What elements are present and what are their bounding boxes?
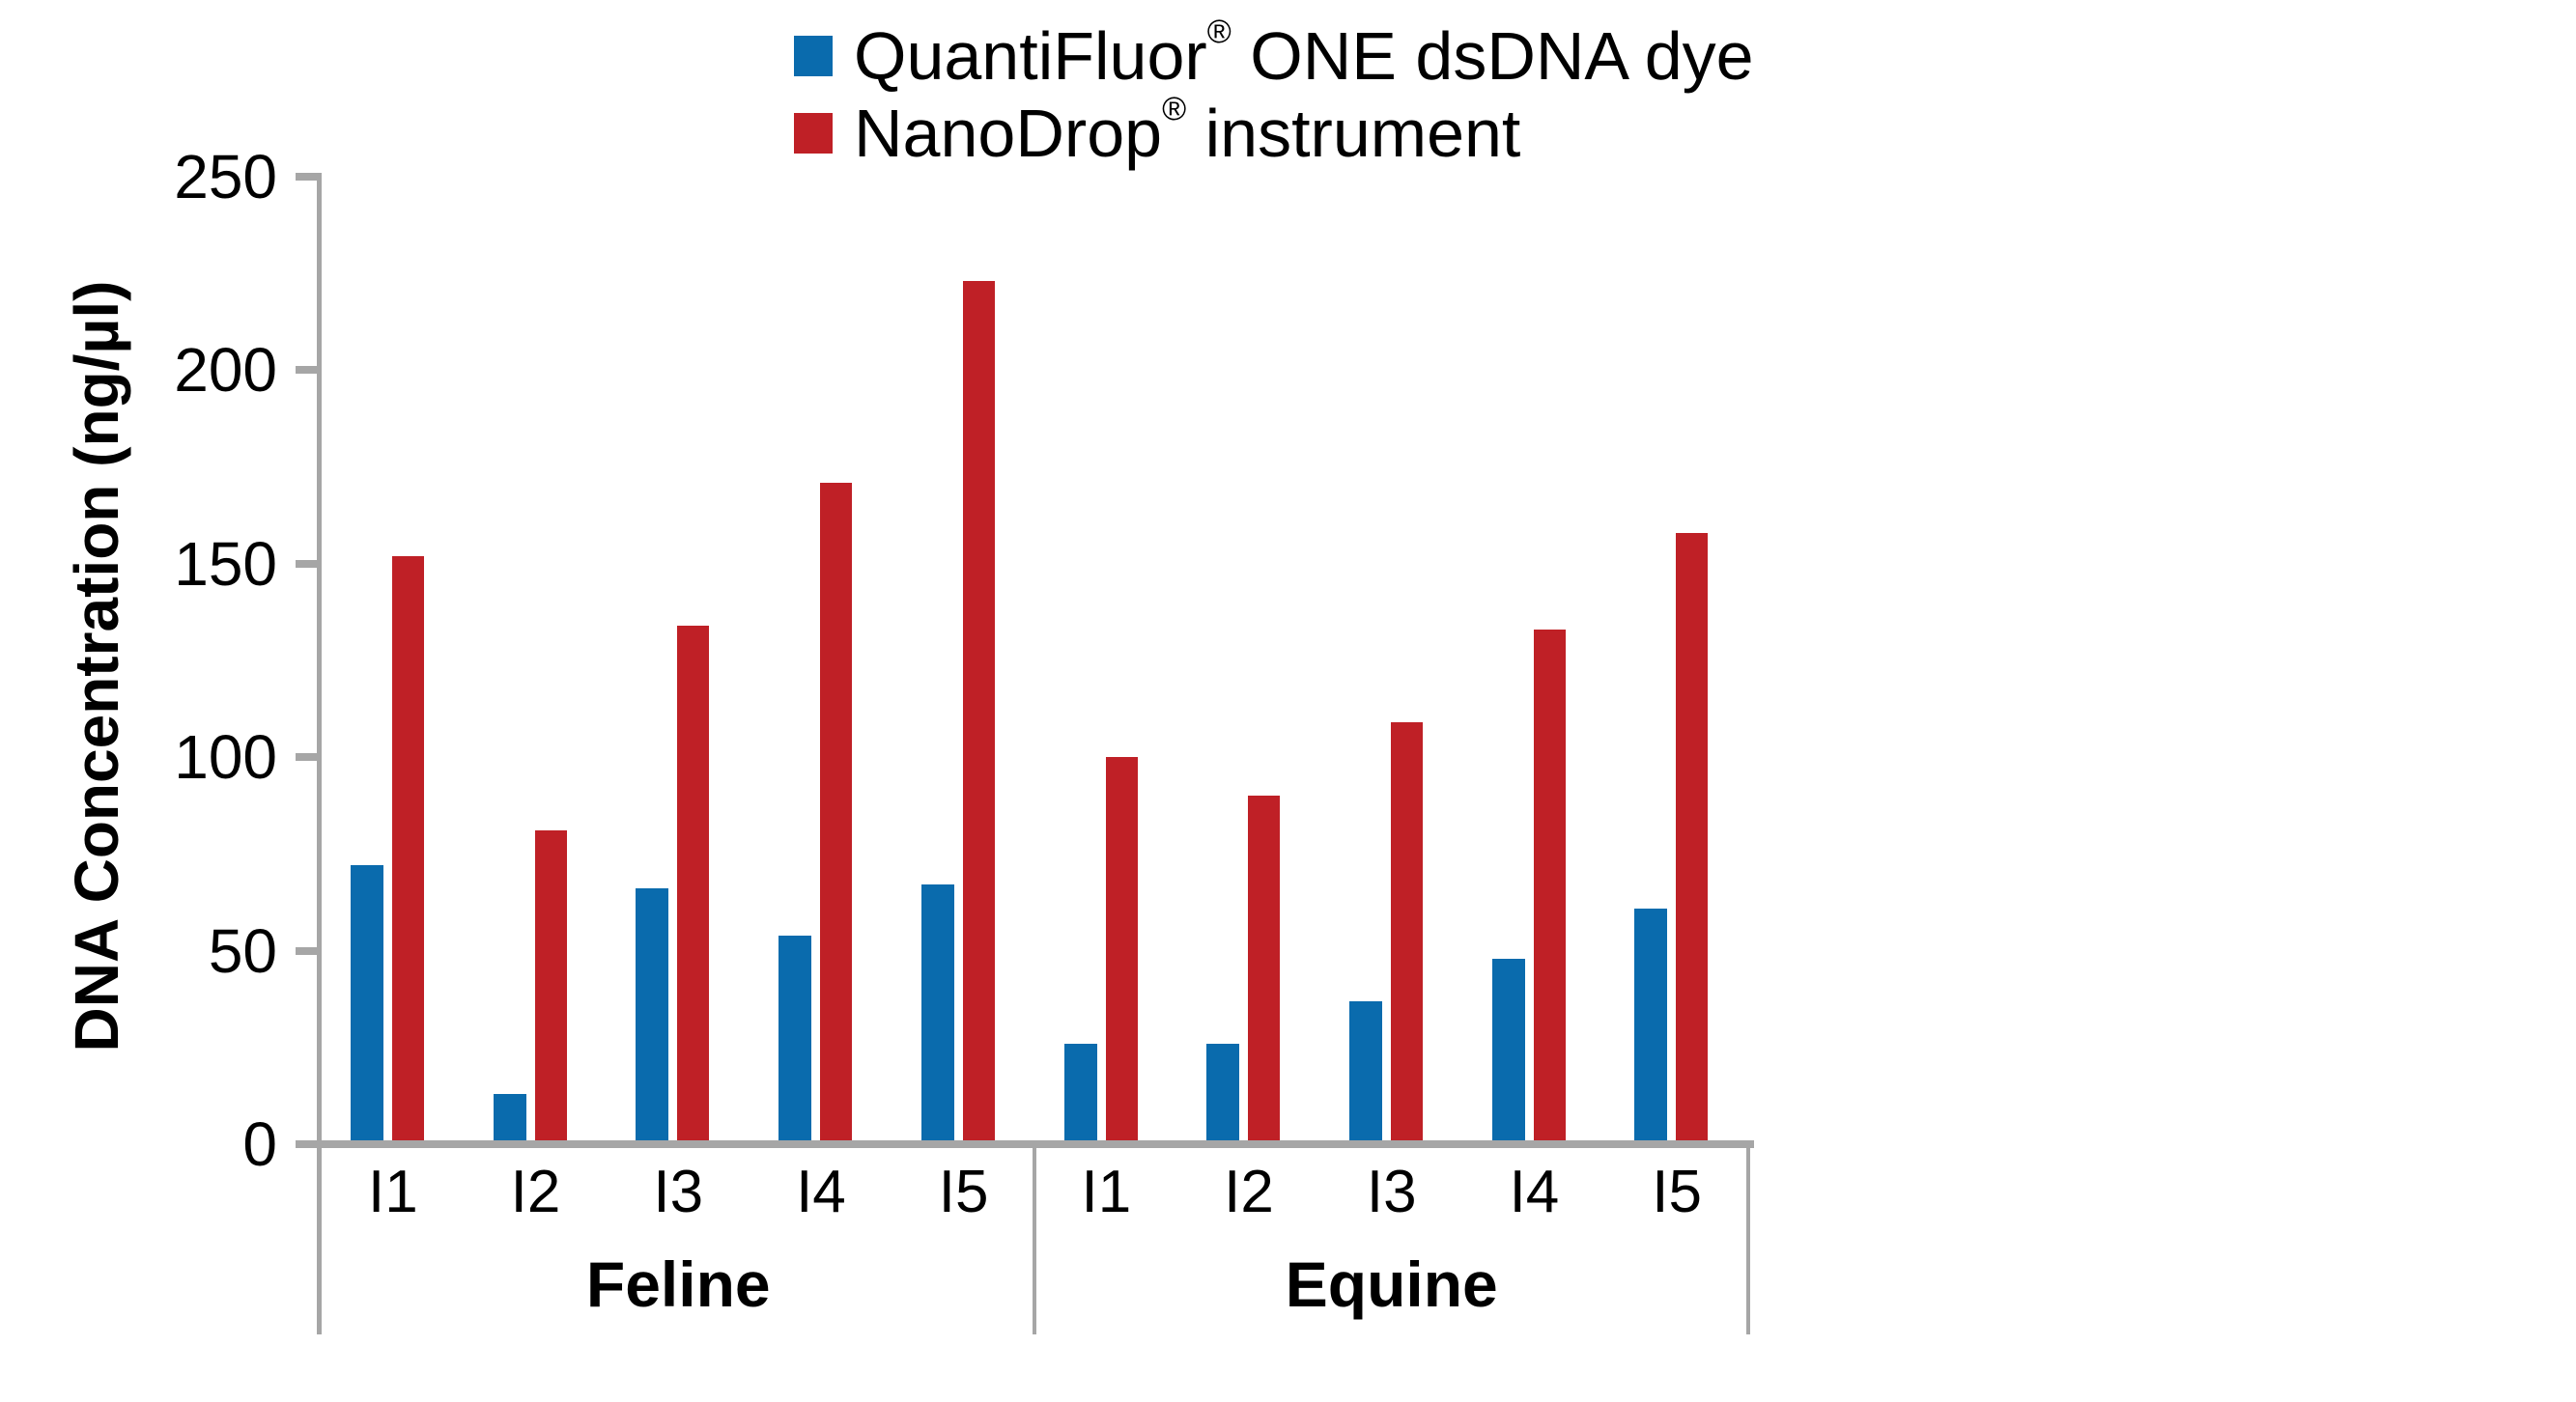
bar-feline-i3-quantifluor [636, 888, 669, 1144]
y-tick-label-200: 200 [174, 335, 277, 406]
group-box-right-edge [1746, 1148, 1750, 1334]
bar-equine-i3-quantifluor [1348, 1000, 1382, 1144]
legend-label-quantifluor: QuantiFluor® ONE dsDNA dye [854, 14, 1754, 95]
x-label-feline-i2: I2 [510, 1159, 561, 1225]
x-label-equine-i3: I3 [1366, 1159, 1417, 1225]
x-label-feline-i3: I3 [653, 1159, 704, 1225]
bar-equine-i3-nanodrop [1390, 722, 1423, 1144]
bar-equine-i2-nanodrop [1248, 796, 1281, 1144]
bar-feline-i4-nanodrop [820, 482, 853, 1144]
x-label-equine-i1: I1 [1081, 1159, 1132, 1225]
bar-feline-i5-quantifluor [920, 884, 954, 1144]
x-label-equine-i4: I4 [1509, 1159, 1560, 1225]
bar-feline-i5-nanodrop [962, 281, 995, 1144]
x-axis-baseline [296, 1140, 1754, 1148]
y-tick-50 [296, 946, 319, 955]
registered-trademark-icon: ® [1162, 91, 1187, 127]
y-axis-line [317, 173, 322, 1334]
bar-equine-i5-quantifluor [1634, 908, 1668, 1144]
bar-feline-i2-nanodrop [534, 830, 567, 1144]
x-label-feline-i5: I5 [938, 1159, 989, 1225]
group-label-feline: Feline [585, 1248, 771, 1320]
legend-item-quantifluor: QuantiFluor® ONE dsDNA dye [794, 14, 1754, 95]
legend-item-nanodrop: NanoDrop® instrument [794, 93, 1754, 172]
legend-swatch-quantifluor [794, 36, 833, 76]
legend-label-quantifluor-main: QuantiFluor [854, 18, 1207, 94]
bar-equine-i5-nanodrop [1676, 532, 1709, 1144]
x-label-equine-i5: I5 [1652, 1159, 1702, 1225]
chart-legend: QuantiFluor® ONE dsDNA dye NanoDrop® ins… [794, 14, 1754, 172]
bar-equine-i1-quantifluor [1063, 1043, 1097, 1144]
group-divider-feline-equine [1033, 1148, 1036, 1334]
bar-feline-i1-quantifluor [351, 865, 383, 1144]
bar-feline-i4-quantifluor [778, 935, 812, 1144]
bar-equine-i4-quantifluor [1491, 958, 1525, 1144]
bar-equine-i4-nanodrop [1533, 629, 1566, 1144]
group-label-equine: Equine [1285, 1248, 1498, 1320]
registered-trademark-icon: ® [1206, 14, 1231, 50]
legend-swatch-nanodrop [794, 113, 833, 154]
x-label-feline-i4: I4 [796, 1159, 846, 1225]
y-tick-label-250: 250 [174, 142, 277, 211]
legend-label-nanodrop: NanoDrop® instrument [854, 93, 1521, 172]
legend-label-nanodrop-main: NanoDrop [854, 96, 1163, 171]
bar-feline-i2-quantifluor [493, 1093, 526, 1144]
bar-feline-i3-nanodrop [677, 625, 710, 1144]
y-axis-title: DNA Concentration (ng/µl) [62, 280, 131, 1052]
legend-label-quantifluor-rest: ONE dsDNA dye [1231, 18, 1754, 94]
x-label-feline-i1: I1 [367, 1159, 418, 1225]
y-tick-150 [296, 559, 319, 568]
y-tick-label-150: 150 [174, 528, 277, 599]
y-tick-label-0: 0 [242, 1109, 277, 1179]
bar-equine-i1-nanodrop [1105, 757, 1138, 1144]
y-tick-label-50: 50 [208, 915, 277, 986]
y-tick-100 [296, 753, 319, 762]
y-tick-250 [296, 173, 319, 181]
bar-equine-i2-quantifluor [1206, 1043, 1240, 1144]
y-tick-label-100: 100 [174, 722, 277, 793]
y-tick-200 [296, 366, 319, 375]
bar-feline-i1-nanodrop [392, 555, 424, 1144]
x-label-equine-i2: I2 [1224, 1159, 1274, 1225]
legend-label-nanodrop-rest: instrument [1186, 96, 1521, 171]
